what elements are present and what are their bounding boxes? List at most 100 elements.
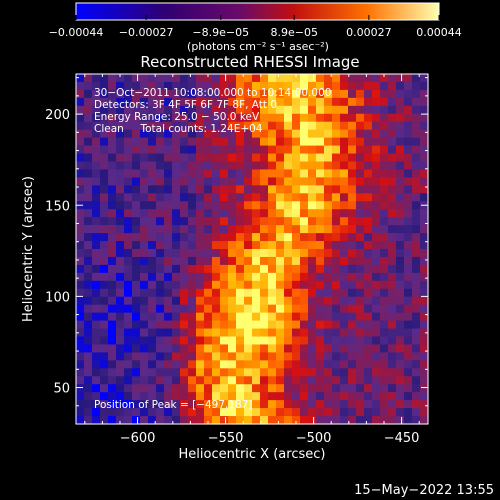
heatmap-pixel: [116, 249, 125, 258]
heatmap-pixel: [92, 121, 101, 131]
heatmap-pixel: [92, 264, 101, 274]
heatmap-pixel: [116, 376, 125, 385]
heatmap-pixel: [156, 328, 165, 338]
heatmap-pixel: [276, 185, 285, 194]
heatmap-pixel: [244, 264, 253, 274]
heatmap-pixel: [356, 185, 365, 194]
heatmap-pixel: [276, 97, 285, 107]
heatmap-pixel: [356, 74, 365, 83]
heatmap-pixel: [292, 296, 301, 306]
heatmap-pixel: [404, 145, 413, 155]
heatmap-pixel: [180, 241, 189, 250]
heatmap-pixel: [284, 169, 293, 178]
heatmap-pixel: [252, 312, 261, 322]
heatmap-pixel: [84, 81, 93, 91]
heatmap-pixel: [236, 89, 245, 99]
heatmap-pixel: [148, 320, 157, 330]
heatmap-pixel: [340, 264, 349, 274]
heatmap-pixel: [204, 416, 213, 425]
heatmap-pixel: [348, 209, 357, 218]
heatmap-pixel: [244, 304, 253, 314]
heatmap-pixel: [388, 225, 397, 234]
heatmap-pixel: [388, 384, 397, 393]
heatmap-pixel: [308, 296, 317, 306]
heatmap-pixel: [132, 81, 141, 91]
heatmap-pixel: [388, 177, 397, 186]
heatmap-pixel: [332, 169, 341, 178]
heatmap-pixel: [332, 233, 341, 242]
heatmap-pixel: [124, 249, 133, 258]
heatmap-pixel: [412, 201, 421, 210]
heatmap-pixel: [332, 161, 341, 171]
heatmap-pixel: [332, 264, 341, 274]
heatmap-pixel: [236, 249, 245, 258]
heatmap-pixel: [292, 376, 301, 385]
heatmap-pixel: [420, 408, 429, 417]
heatmap-pixel: [180, 384, 189, 393]
heatmap-pixel: [84, 153, 93, 163]
heatmap-pixel: [132, 320, 141, 330]
heatmap-pixel: [204, 169, 213, 178]
heatmap-pixel: [388, 81, 397, 91]
heatmap-pixel: [364, 384, 373, 393]
heatmap-pixel: [340, 241, 349, 250]
heatmap-pixel: [420, 217, 429, 226]
heatmap-pixel: [308, 352, 317, 361]
heatmap-pixel: [356, 137, 365, 147]
heatmap-pixel: [260, 280, 269, 290]
heatmap-pixel: [404, 376, 413, 385]
heatmap-pixel: [220, 280, 229, 290]
heatmap-pixel: [276, 264, 285, 274]
heatmap-pixel: [316, 153, 325, 163]
heatmap-pixel: [260, 209, 269, 218]
heatmap-pixel: [124, 280, 133, 290]
heatmap-pixel: [308, 209, 317, 218]
heatmap-pixel: [284, 384, 293, 393]
heatmap-pixel: [252, 169, 261, 178]
heatmap-pixel: [172, 320, 181, 330]
heatmap-pixel: [372, 89, 381, 99]
heatmap-pixel: [404, 169, 413, 178]
heatmap-pixel: [276, 408, 285, 417]
heatmap-pixel: [284, 344, 293, 353]
heatmap-pixel: [140, 272, 149, 282]
heatmap-pixel: [396, 97, 405, 107]
heatmap-pixel: [308, 161, 317, 171]
heatmap-pixel: [116, 217, 125, 226]
heatmap-pixel: [252, 217, 261, 226]
heatmap-pixel: [92, 384, 101, 393]
heatmap-pixel: [188, 74, 197, 83]
heatmap-pixel: [364, 249, 373, 258]
heatmap-pixel: [404, 193, 413, 202]
heatmap-pixel: [260, 113, 269, 123]
heatmap-pixel: [148, 360, 157, 369]
heatmap-pixel: [372, 416, 381, 425]
heatmap-pixel: [252, 320, 261, 330]
colorbar-tick-label: 0.00044: [416, 26, 462, 39]
heatmap-pixel: [260, 233, 269, 242]
heatmap-pixel: [212, 113, 221, 123]
heatmap-pixel: [116, 145, 125, 155]
heatmap-pixel: [236, 193, 245, 202]
heatmap-pixel: [132, 97, 141, 107]
heatmap-pixel: [420, 320, 429, 330]
heatmap-pixel: [228, 296, 237, 306]
heatmap-pixel: [132, 137, 141, 147]
heatmap-pixel: [332, 384, 341, 393]
heatmap-pixel: [116, 233, 125, 242]
heatmap-pixel: [188, 400, 197, 409]
y-tick-label: 200: [45, 108, 70, 123]
heatmap-pixel: [348, 416, 357, 425]
heatmap-pixel: [204, 217, 213, 226]
heatmap-pixel: [196, 153, 205, 163]
heatmap-pixel: [300, 400, 309, 409]
heatmap-pixel: [324, 201, 333, 210]
heatmap-pixel: [132, 376, 141, 385]
heatmap-pixel: [388, 256, 397, 266]
heatmap-pixel: [188, 105, 197, 115]
heatmap-pixel: [76, 256, 85, 266]
heatmap-pixel: [284, 272, 293, 282]
heatmap-pixel: [124, 145, 133, 155]
heatmap-pixel: [100, 272, 109, 282]
heatmap-pixel: [340, 296, 349, 306]
